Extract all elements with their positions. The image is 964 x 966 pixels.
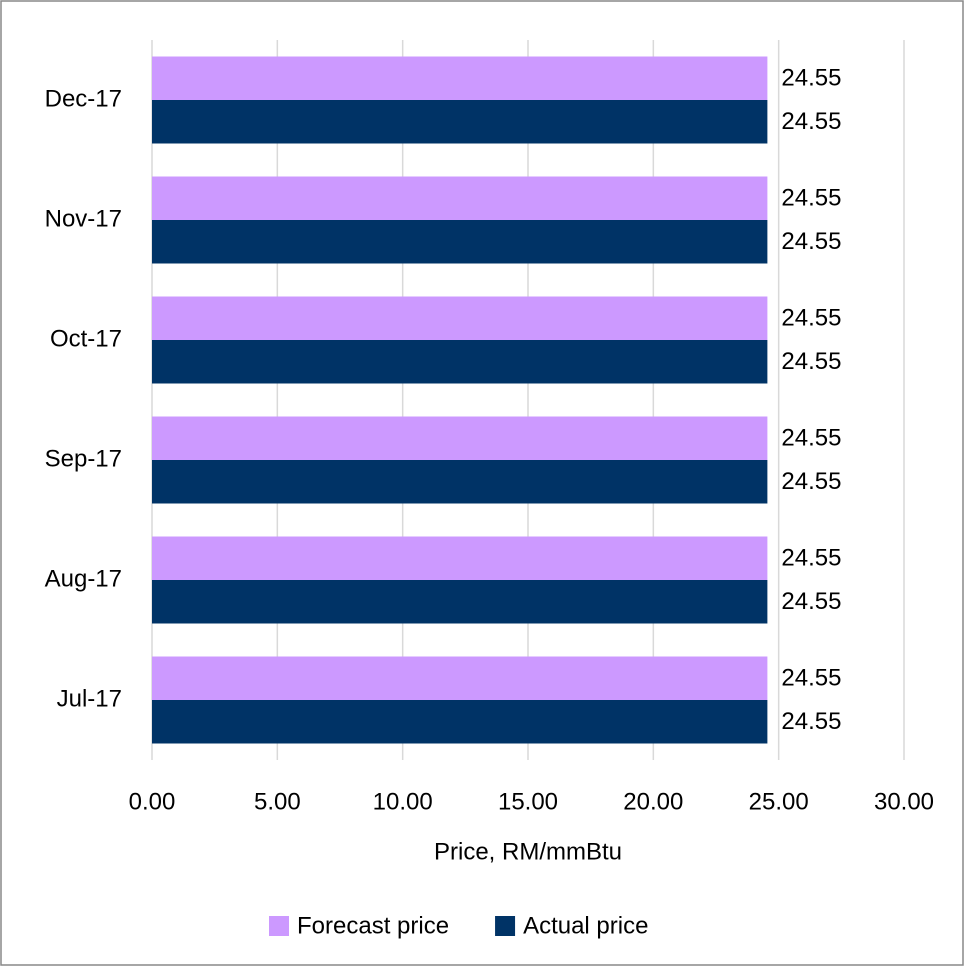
y-tick-label: Dec-17: [45, 85, 122, 112]
bar: [152, 296, 768, 340]
bar: [152, 56, 768, 100]
x-tick-label: 0.00: [129, 788, 176, 815]
legend-swatch: [495, 916, 516, 936]
data-label: 24.55: [781, 185, 841, 212]
data-label: 24.55: [781, 545, 841, 572]
bar: [152, 416, 768, 460]
y-tick-label: Oct-17: [50, 325, 122, 352]
data-label: 24.55: [781, 108, 841, 135]
data-label: 24.55: [781, 65, 841, 92]
x-tick-label: 10.00: [373, 788, 433, 815]
x-tick-label: 25.00: [749, 788, 809, 815]
data-label: 24.55: [781, 228, 841, 255]
legend-label: Actual price: [523, 912, 648, 939]
data-label: 24.55: [781, 425, 841, 452]
bar: [152, 536, 768, 580]
data-label: 24.55: [781, 348, 841, 375]
data-label: 24.55: [781, 665, 841, 692]
x-tick-label: 30.00: [874, 788, 934, 815]
bar: [152, 176, 768, 220]
x-axis-title: Price, RM/mmBtu: [434, 838, 622, 865]
y-tick-label: Aug-17: [45, 565, 122, 592]
bar: [152, 580, 768, 624]
y-tick-label: Jul-17: [57, 685, 122, 712]
legend-swatch: [269, 916, 289, 936]
data-label: 24.55: [781, 468, 841, 495]
x-tick-label: 20.00: [623, 788, 683, 815]
legend-label: Forecast price: [297, 912, 449, 939]
bar: [152, 460, 768, 504]
bar: [152, 340, 768, 384]
x-tick-label: 15.00: [498, 788, 558, 815]
data-label: 24.55: [781, 708, 841, 735]
bar: [152, 700, 768, 744]
x-tick-label: 5.00: [254, 788, 301, 815]
data-label: 24.55: [781, 588, 841, 615]
y-tick-label: Sep-17: [45, 445, 122, 472]
bar: [152, 220, 768, 264]
bar: [152, 656, 768, 700]
bar: [152, 100, 768, 144]
y-tick-label: Nov-17: [45, 205, 122, 232]
data-label: 24.55: [781, 305, 841, 332]
